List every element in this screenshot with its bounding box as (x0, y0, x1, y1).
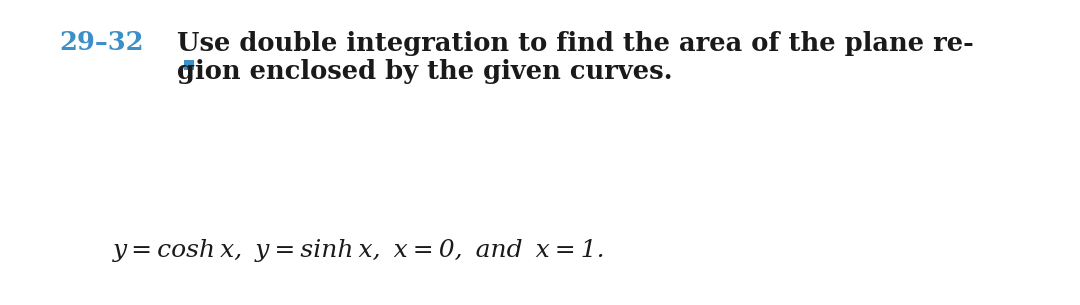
Text: y = cosh x,  y = sinh x,  x = 0,  and  x = 1.: y = cosh x, y = sinh x, x = 0, and x = 1… (113, 239, 606, 262)
Text: Use double integration to find the area of the plane re-
gion enclosed by the gi: Use double integration to find the area … (177, 30, 974, 84)
Text: 29–32: 29–32 (59, 30, 144, 56)
Bar (184, 60, 194, 70)
